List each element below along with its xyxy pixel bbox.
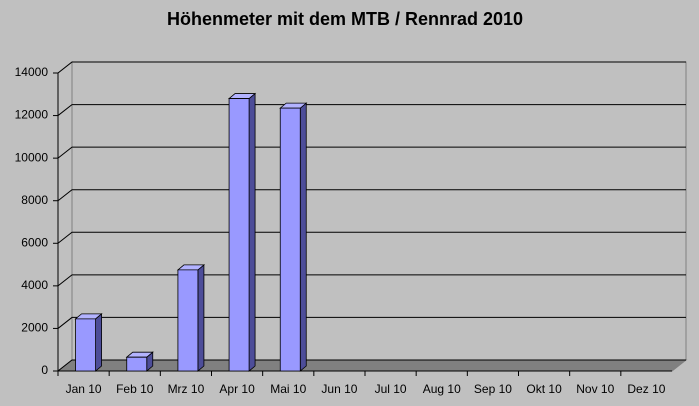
- bar-front: [75, 318, 96, 372]
- bar: [176, 264, 206, 372]
- bar-front: [279, 107, 301, 372]
- x-tick-label: Jan 10: [66, 382, 102, 396]
- x-tick-label: Jul 10: [375, 382, 407, 396]
- bar: [74, 312, 103, 372]
- bar: [125, 351, 154, 372]
- y-tick-label: 8000: [21, 193, 48, 207]
- grid-line: [57, 104, 686, 116]
- x-tick-label: Nov 10: [576, 382, 614, 396]
- y-tick-label: 4000: [21, 278, 48, 292]
- x-tick-label: Okt 10: [526, 382, 562, 396]
- bar: [279, 102, 308, 372]
- bar-front: [228, 98, 250, 372]
- y-tick-label: 6000: [21, 235, 48, 249]
- x-tick-label: Sep 10: [474, 382, 512, 396]
- grid-line: [57, 274, 686, 287]
- x-tick-label: Jun 10: [321, 382, 357, 396]
- bar-front: [126, 356, 148, 372]
- y-tick-label: 10000: [15, 150, 49, 164]
- grid-line: [57, 316, 686, 329]
- grid-line: [57, 359, 686, 372]
- bar-side: [299, 102, 307, 372]
- grid-line: [57, 189, 686, 202]
- back-wall: [71, 61, 687, 361]
- bar-side: [197, 264, 205, 372]
- bar: [227, 92, 257, 372]
- y-tick-label: 0: [41, 363, 48, 377]
- bar-side: [95, 312, 102, 372]
- grid-line: [57, 61, 686, 74]
- bar-front: [177, 269, 199, 372]
- y-tick-label: 14000: [15, 65, 49, 79]
- x-tick-label: Mrz 10: [168, 382, 205, 396]
- side-wall: [57, 60, 73, 373]
- grid-line: [57, 146, 686, 159]
- y-tick-label: 12000: [15, 108, 49, 122]
- chart-title: Höhenmeter mit dem MTB / Rennrad 2010: [167, 9, 523, 29]
- y-tick-label: 2000: [21, 321, 48, 335]
- x-tick-label: Apr 10: [219, 382, 255, 396]
- bar-side: [248, 92, 256, 372]
- x-tick-label: Aug 10: [423, 382, 461, 396]
- x-tick-label: Feb 10: [116, 382, 154, 396]
- grid-line: [57, 231, 686, 244]
- x-tick-label: Dez 10: [627, 382, 665, 396]
- x-tick-label: Mai 10: [270, 382, 306, 396]
